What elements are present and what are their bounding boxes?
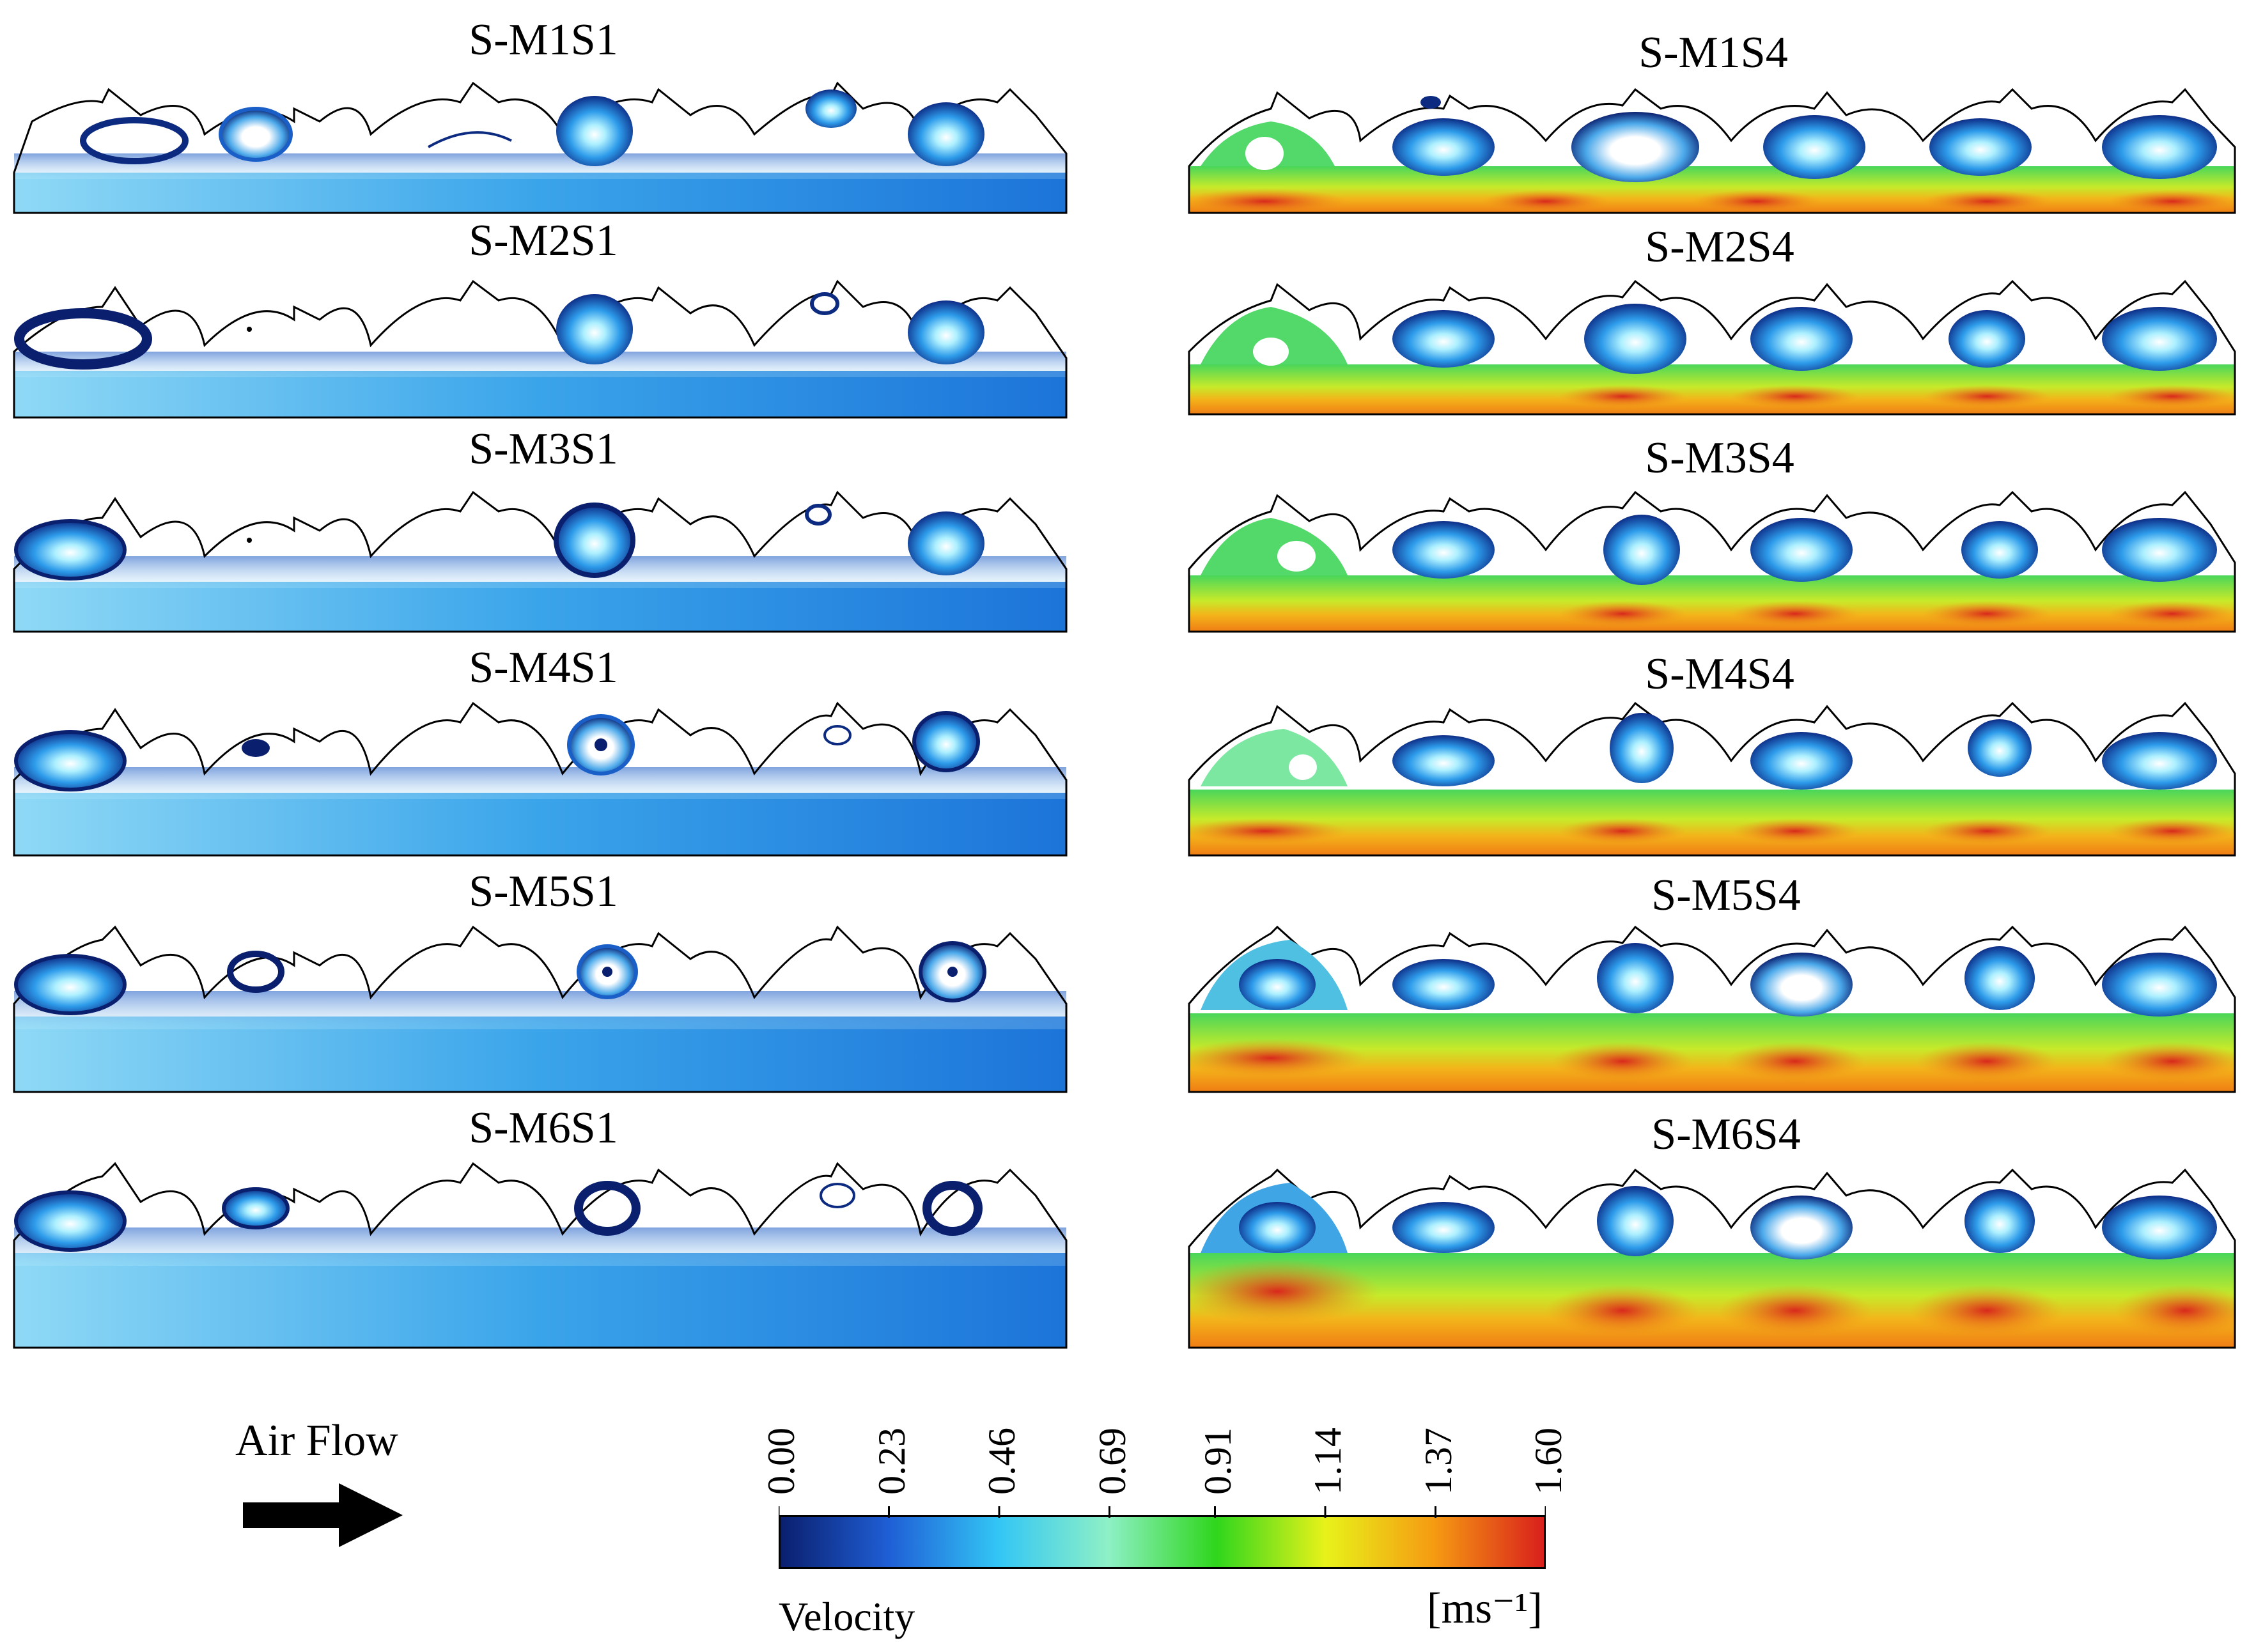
panel-title-m5s4: S-M5S4 xyxy=(1651,871,1801,920)
colorbar-title: Velocity xyxy=(779,1594,915,1639)
panel-m4s1 xyxy=(13,697,1068,857)
colorbar-tick-label: 0.69 xyxy=(1091,1428,1133,1495)
panel-title-m3s4: S-M3S4 xyxy=(1645,433,1794,483)
colorbar-tick-label: 0.00 xyxy=(760,1428,802,1495)
panel-m5s1 xyxy=(13,921,1068,1093)
panel-title-m4s4: S-M4S4 xyxy=(1645,650,1794,699)
panel-m1s4 xyxy=(1188,83,2236,214)
panel-m4s4 xyxy=(1188,697,2236,857)
colorbar-tick-label: 1.14 xyxy=(1307,1428,1349,1495)
panel-m3s4 xyxy=(1188,486,2236,633)
panel-title-m3s1: S-M3S1 xyxy=(469,425,618,474)
panel-m6s4 xyxy=(1188,1164,2236,1349)
panel-title-m2s4: S-M2S4 xyxy=(1645,222,1794,272)
colorbar-unit: [ms⁻¹] xyxy=(1427,1584,1543,1632)
panel-title-m1s1: S-M1S1 xyxy=(469,15,618,65)
colorbar xyxy=(779,1515,1546,1569)
panel-m1s1 xyxy=(13,77,1068,214)
panel-title-m2s1: S-M2S1 xyxy=(469,216,618,265)
panel-m3s1 xyxy=(13,486,1068,633)
colorbar-tick-marks xyxy=(779,1506,1546,1518)
colorbar-tick-label: 1.37 xyxy=(1417,1428,1459,1495)
panel-m2s4 xyxy=(1188,275,2236,416)
panel-title-m1s4: S-M1S4 xyxy=(1638,28,1788,77)
air-flow-label: Air Flow xyxy=(235,1416,398,1465)
colorbar-tick-label: 0.91 xyxy=(1196,1428,1239,1495)
panel-m5s4 xyxy=(1188,921,2236,1093)
panel-title-m5s1: S-M5S1 xyxy=(469,867,618,916)
colorbar-tick-label: 1.60 xyxy=(1527,1428,1569,1495)
panel-title-m4s1: S-M4S1 xyxy=(469,643,618,692)
panel-title-m6s1: S-M6S1 xyxy=(469,1103,618,1153)
panel-title-m6s4: S-M6S4 xyxy=(1651,1110,1801,1159)
right-arrow-icon xyxy=(243,1483,409,1550)
panel-m6s1 xyxy=(13,1157,1068,1349)
colorbar-tick-label: 0.46 xyxy=(981,1428,1023,1495)
colorbar-tick-label: 0.23 xyxy=(870,1428,913,1495)
panel-m2s1 xyxy=(13,275,1068,419)
